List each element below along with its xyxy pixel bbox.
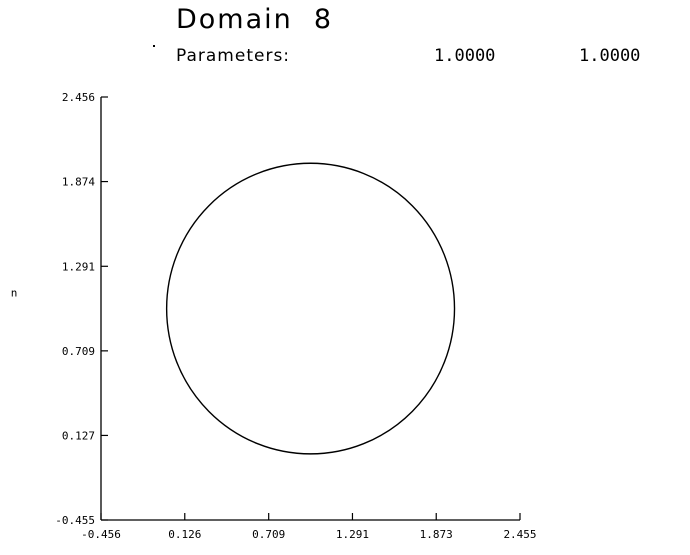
x-tick-label-5: 2.455 [503,528,536,541]
parameters-label: Parameters: [176,46,291,66]
parameter-value-2: 1.0000 [579,46,641,66]
y-tick-label-5: 2.456 [62,91,95,104]
x-tick-label-1: 0.126 [168,528,201,541]
y-tick-label-2: 0.709 [62,345,95,358]
x-tick-label-0: -0.456 [81,528,121,541]
parameter-value-1: 1.0000 [434,46,496,66]
series-circle-0 [165,162,456,455]
x-tick-label-2: 0.709 [252,528,285,541]
stray-dot [153,45,155,47]
y-tick-label-3: 1.291 [62,260,95,273]
y-axis-label: n [11,287,18,300]
chart-title: Domain 8 [176,4,334,35]
x-tick-label-4: 1.873 [420,528,453,541]
y-tick-label-1: 0.127 [62,429,95,442]
y-tick-label-0: -0.455 [55,514,95,527]
y-tick-label-4: 1.874 [62,176,95,189]
x-tick-label-3: 1.291 [336,528,369,541]
